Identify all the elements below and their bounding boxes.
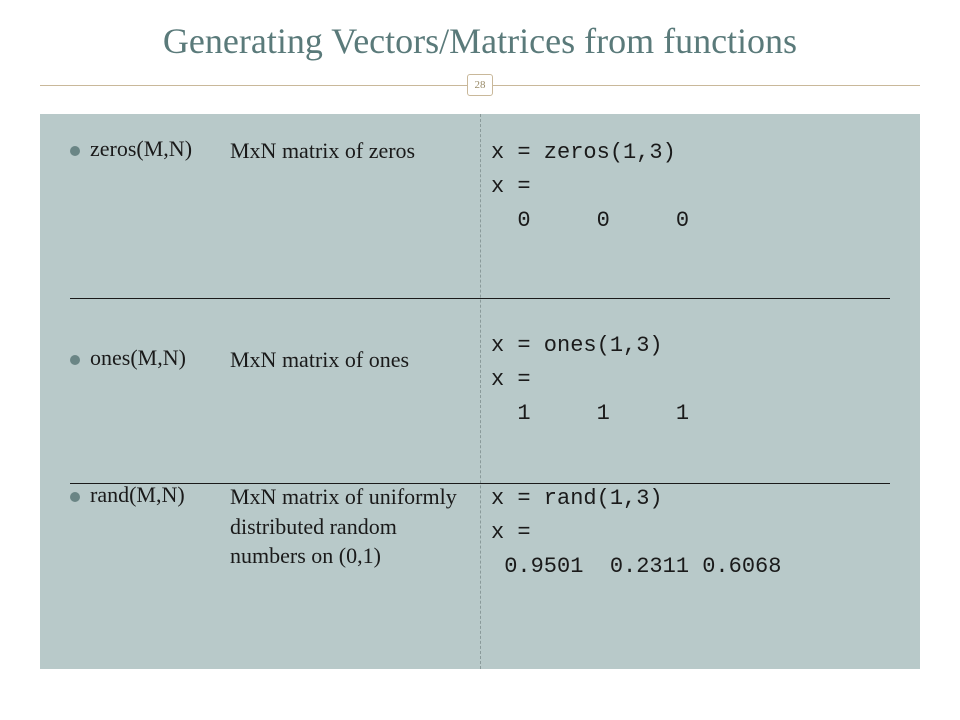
code-zeros: x = zeros(1,3) x = 0 0 0 xyxy=(491,132,900,305)
func-desc: MxN matrix of ones xyxy=(230,345,462,375)
code-resp: x = xyxy=(491,170,900,204)
func-name: zeros(M,N) xyxy=(90,136,220,162)
code-vals: 1 1 1 xyxy=(491,397,900,431)
page-title: Generating Vectors/Matrices from functio… xyxy=(40,20,920,62)
code-rand: x = rand(1,3) x = 0.9501 0.2311 0.6068 xyxy=(491,478,900,651)
func-name: ones(M,N) xyxy=(90,345,220,371)
func-desc: MxN matrix of zeros xyxy=(230,136,462,166)
list-item: ones(M,N) MxN matrix of ones xyxy=(70,305,462,375)
bullet-icon xyxy=(70,355,80,365)
code-resp: x = xyxy=(491,516,900,550)
func-desc: MxN matrix of uniformly distributed rand… xyxy=(230,482,462,571)
list-item: rand(M,N) MxN matrix of uniformly distri… xyxy=(70,478,462,571)
code-vals: 0 0 0 xyxy=(491,204,900,238)
code-ones: x = ones(1,3) x = 1 1 1 xyxy=(491,305,900,478)
code-cmd: x = rand(1,3) xyxy=(491,482,900,516)
left-column: zeros(M,N) MxN matrix of zeros ones(M,N)… xyxy=(40,114,480,669)
func-row-rand: rand(M,N) MxN matrix of uniformly distri… xyxy=(70,478,462,651)
code-resp: x = xyxy=(491,363,900,397)
bullet-icon xyxy=(70,146,80,156)
page-number-badge: 28 xyxy=(467,74,493,96)
right-column: x = zeros(1,3) x = 0 0 0 x = ones(1,3) x… xyxy=(480,114,920,669)
func-row-ones: ones(M,N) MxN matrix of ones xyxy=(70,305,462,478)
code-cmd: x = zeros(1,3) xyxy=(491,136,900,170)
list-item: zeros(M,N) MxN matrix of zeros xyxy=(70,132,462,166)
code-cmd: x = ones(1,3) xyxy=(491,329,900,363)
func-name: rand(M,N) xyxy=(90,482,220,508)
code-vals: 0.9501 0.2311 0.6068 xyxy=(491,550,900,584)
bullet-icon xyxy=(70,492,80,502)
slide: Generating Vectors/Matrices from functio… xyxy=(0,0,960,720)
title-divider: 28 xyxy=(40,74,920,98)
func-row-zeros: zeros(M,N) MxN matrix of zeros xyxy=(70,132,462,305)
content-area: zeros(M,N) MxN matrix of zeros ones(M,N)… xyxy=(40,114,920,669)
